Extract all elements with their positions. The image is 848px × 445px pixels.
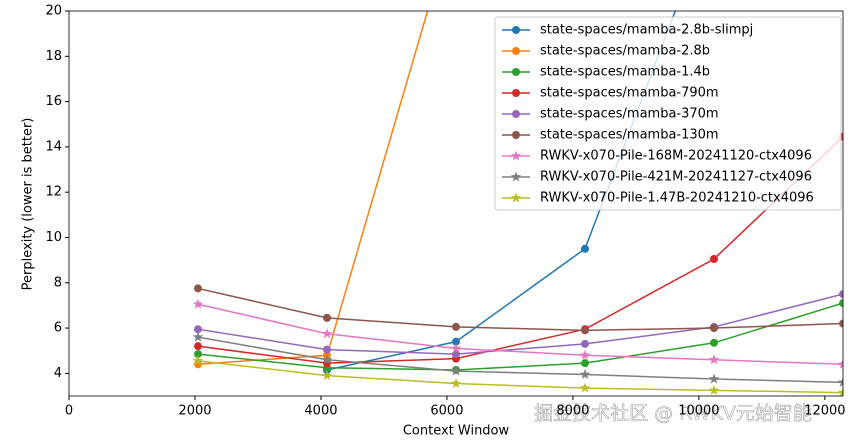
x-tick-label: 10000 xyxy=(678,404,719,419)
marker xyxy=(192,331,204,342)
x-tick-label: 0 xyxy=(65,404,73,419)
series-line xyxy=(197,11,429,366)
marker xyxy=(708,373,720,384)
y-tick-label: 16 xyxy=(45,94,62,109)
marker xyxy=(581,339,589,348)
legend-label: state-spaces/mamba-1.4b xyxy=(540,65,710,80)
plot-area xyxy=(192,11,843,396)
legend-box xyxy=(494,16,842,211)
marker xyxy=(192,298,204,309)
y-tick-label: 12 xyxy=(45,185,62,200)
y-tick-label: 18 xyxy=(45,49,62,64)
marker xyxy=(452,350,460,359)
marker xyxy=(512,131,520,139)
marker xyxy=(837,358,843,369)
marker xyxy=(510,171,522,182)
marker xyxy=(710,324,718,333)
marker xyxy=(450,378,462,388)
x-tick-label: 12000 xyxy=(804,404,845,419)
x-axis-label: Context Window xyxy=(403,424,510,439)
marker xyxy=(510,192,522,203)
marker xyxy=(512,110,520,118)
y-tick-label: 10 xyxy=(45,230,62,245)
marker xyxy=(192,355,204,366)
marker xyxy=(194,325,202,334)
x-tick-label: 8000 xyxy=(556,404,589,419)
marker xyxy=(839,290,843,299)
x-tick-label: 2000 xyxy=(178,404,211,419)
series-line xyxy=(197,293,843,355)
legend: state-spaces/mamba-2.8b-slimpj state-spac… xyxy=(494,16,842,211)
legend-label: state-spaces/mamba-2.8b-slimpj xyxy=(540,23,753,38)
y-tick-label: 20 xyxy=(45,4,62,19)
watermark: 掘金技术社区 @ RWKV元始智能 xyxy=(534,403,812,425)
marker xyxy=(452,322,460,331)
marker xyxy=(579,349,591,360)
marker xyxy=(510,150,522,161)
marker xyxy=(581,326,589,335)
marker xyxy=(450,365,462,376)
axes-frame xyxy=(68,10,844,397)
series-line xyxy=(197,336,843,384)
marker xyxy=(837,376,843,387)
marker xyxy=(710,254,718,263)
marker xyxy=(321,370,333,381)
marker xyxy=(512,89,520,97)
marker xyxy=(194,350,202,359)
series-line xyxy=(197,302,843,371)
marker xyxy=(579,382,591,393)
legend-label: RWKV-x070-Pile-1.47B-20241210-ctx4096 xyxy=(540,191,814,206)
series-line xyxy=(197,360,843,394)
marker xyxy=(581,244,589,253)
legend-label: state-spaces/mamba-790m xyxy=(540,86,719,101)
marker xyxy=(839,319,843,328)
series-line xyxy=(197,287,843,332)
x-tick-label: 4000 xyxy=(304,404,337,419)
marker xyxy=(323,313,331,322)
marker xyxy=(450,342,462,353)
marker xyxy=(708,354,720,365)
x-tick-label: 6000 xyxy=(430,404,463,419)
y-tick-label: 6 xyxy=(54,321,62,336)
marker xyxy=(579,368,591,379)
y-tick-label: 4 xyxy=(54,366,62,381)
marker xyxy=(512,26,520,34)
marker xyxy=(321,354,333,365)
y-tick-label: 8 xyxy=(54,275,62,290)
legend-label: RWKV-x070-Pile-421M-20241127-ctx4096 xyxy=(540,170,812,185)
series-line xyxy=(197,303,843,366)
legend-label: state-spaces/mamba-130m xyxy=(540,128,719,143)
y-tick-label: 14 xyxy=(45,139,62,154)
marker xyxy=(194,284,202,293)
marker xyxy=(452,337,460,346)
marker xyxy=(323,345,331,354)
marker xyxy=(839,299,843,308)
marker xyxy=(581,359,589,368)
marker xyxy=(710,338,718,347)
legend-label: RWKV-x070-Pile-168M-20241120-ctx4096 xyxy=(540,149,812,164)
legend-label: state-spaces/mamba-2.8b xyxy=(540,44,710,59)
marker xyxy=(512,68,520,76)
y-axis-label: Perplexity (lower is better) xyxy=(21,118,36,291)
marker xyxy=(708,384,720,395)
series-line xyxy=(197,136,843,364)
marker xyxy=(194,342,202,351)
marker xyxy=(321,328,333,339)
marker xyxy=(512,47,520,55)
legend-label: state-spaces/mamba-370m xyxy=(540,107,719,122)
marker xyxy=(837,387,843,396)
